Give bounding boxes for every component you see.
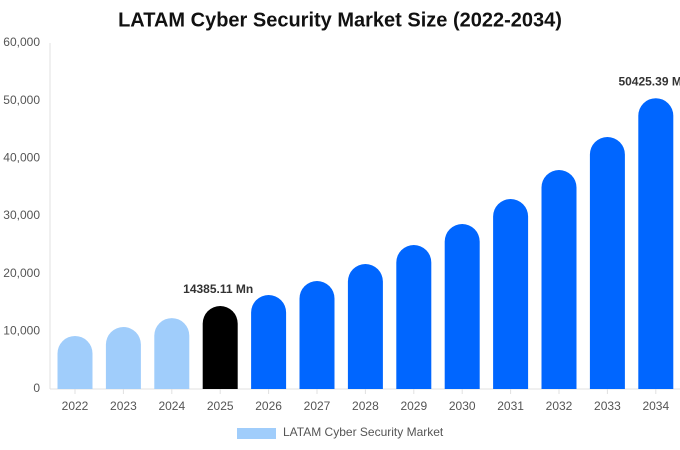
bar (251, 295, 287, 389)
y-tick-label: 60,000 (3, 35, 40, 49)
bar (347, 264, 383, 389)
data-label: 50425.39 Mn (618, 74, 680, 88)
data-label: 14385.11 Mn (183, 282, 253, 296)
bar (299, 280, 335, 389)
y-tick-label: 40,000 (3, 151, 40, 165)
bar (589, 136, 625, 389)
x-tick-label: 2024 (158, 399, 185, 413)
y-tick-label: 30,000 (3, 208, 40, 222)
bar (154, 318, 190, 389)
bar (396, 245, 432, 389)
x-tick-label: 2031 (497, 399, 524, 413)
bar (541, 170, 577, 389)
y-tick-label: 50,000 (3, 93, 40, 107)
x-tick-label: 2022 (62, 399, 89, 413)
bar (57, 335, 93, 389)
x-tick-label: 2027 (304, 399, 331, 413)
bar (493, 199, 529, 389)
bar (638, 98, 674, 389)
y-tick-label: 10,000 (3, 324, 40, 338)
x-tick-label: 2030 (449, 399, 476, 413)
chart-title: LATAM Cyber Security Market Size (2022-2… (118, 9, 562, 31)
bar (202, 306, 238, 389)
x-tick-label: 2023 (110, 399, 137, 413)
legend-swatch (237, 428, 276, 439)
x-tick-label: 2034 (642, 399, 669, 413)
y-tick-label: 20,000 (3, 266, 40, 280)
x-tick-label: 2032 (546, 399, 573, 413)
bar (444, 224, 480, 389)
x-tick-label: 2026 (255, 399, 282, 413)
bar (105, 327, 141, 389)
x-tick-label: 2029 (400, 399, 427, 413)
legend-label: LATAM Cyber Security Market (283, 425, 444, 439)
x-tick-label: 2033 (594, 399, 621, 413)
x-tick-label: 2025 (207, 399, 234, 413)
x-tick-label: 2028 (352, 399, 379, 413)
y-tick-label: 0 (33, 381, 40, 395)
